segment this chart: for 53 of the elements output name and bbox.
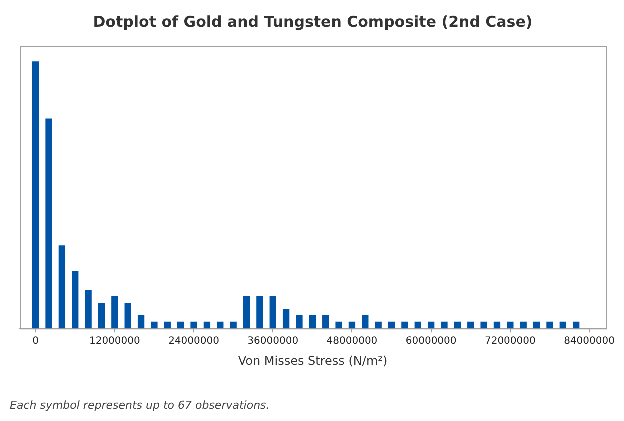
x-tick-label: 36000000 [248, 336, 299, 348]
bar [46, 118, 52, 329]
bar [507, 322, 514, 329]
bar [124, 302, 132, 329]
bar [468, 322, 474, 329]
bar [270, 296, 276, 329]
x-axis-title: Von Misses Stress (N/m²) [238, 354, 388, 368]
bar [560, 322, 566, 329]
bar [375, 322, 382, 329]
bar [138, 315, 145, 329]
bar [72, 271, 79, 329]
bar [98, 302, 106, 329]
bar [362, 315, 369, 329]
bar [256, 296, 264, 329]
bar [296, 315, 303, 329]
bar [546, 322, 554, 329]
chart-title: Dotplot of Gold and Tungsten Composite (2nd Case) [93, 12, 533, 31]
bar [282, 309, 290, 329]
bar [217, 322, 224, 329]
bar [322, 315, 330, 329]
bar [480, 322, 488, 329]
x-tick-label: 60000000 [406, 336, 457, 348]
bar [230, 322, 237, 329]
bar [388, 322, 396, 329]
bar [309, 315, 316, 329]
bar [85, 290, 92, 329]
bar [112, 296, 118, 329]
bar [243, 296, 250, 329]
x-tick-label: 0 [32, 336, 40, 348]
bar [190, 322, 198, 329]
bar [428, 322, 435, 329]
x-tick-label: 24000000 [168, 336, 220, 348]
bar [348, 322, 356, 329]
bar [32, 62, 40, 329]
bar [533, 322, 540, 329]
x-tick-label: 12000000 [89, 336, 140, 348]
bar [151, 322, 158, 329]
bar [441, 322, 448, 329]
bar [164, 322, 171, 329]
bar [58, 246, 66, 329]
bar [414, 322, 422, 329]
bar [402, 322, 408, 329]
bar [454, 322, 462, 329]
bar [178, 322, 184, 329]
x-tick-label: 48000000 [326, 336, 378, 348]
x-tick-label: 72000000 [484, 336, 536, 348]
bar [494, 322, 501, 329]
bar [204, 322, 211, 329]
x-tick-label: 84000000 [564, 336, 615, 348]
text: Each symbol represents up to 67 observations. [10, 399, 270, 412]
bar [573, 322, 580, 329]
bar [520, 322, 527, 329]
bar [336, 322, 342, 329]
